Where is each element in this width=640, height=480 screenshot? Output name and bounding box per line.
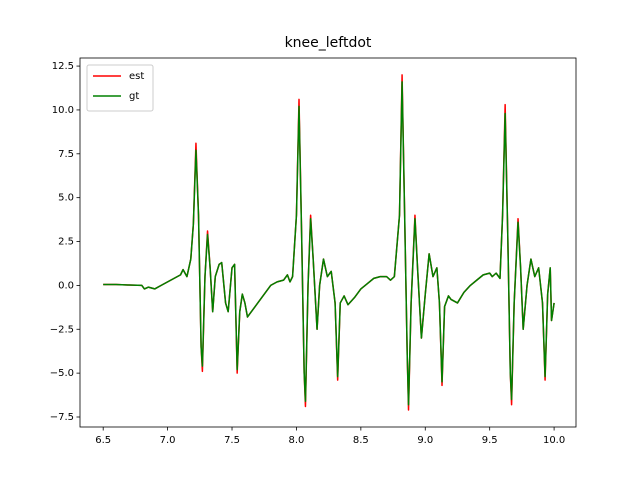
x-tick-label: 7.5 bbox=[224, 435, 240, 446]
y-tick-label: 0.0 bbox=[58, 280, 74, 291]
series-line bbox=[103, 81, 555, 406]
legend-label: gt bbox=[129, 91, 139, 102]
series-line bbox=[103, 74, 555, 411]
y-tick-label: −2.5 bbox=[50, 324, 74, 335]
legend-label: est bbox=[129, 71, 144, 82]
y-tick-label: 2.5 bbox=[58, 237, 74, 248]
y-tick-label: 5.0 bbox=[58, 193, 74, 204]
y-tick-label: 10.0 bbox=[52, 105, 74, 116]
x-tick-label: 6.5 bbox=[95, 435, 111, 446]
chart-title: knee_leftdot bbox=[285, 35, 372, 51]
x-tick-label: 8.5 bbox=[353, 435, 369, 446]
x-tick-label: 10.0 bbox=[543, 435, 565, 446]
axes-frame bbox=[79, 57, 577, 428]
x-tick-label: 9.0 bbox=[417, 435, 433, 446]
y-tick-label: −7.5 bbox=[50, 412, 74, 423]
y-tick-label: 7.5 bbox=[58, 149, 74, 160]
x-tick-label: 7.0 bbox=[160, 435, 176, 446]
x-tick-label: 9.5 bbox=[482, 435, 498, 446]
y-tick-label: −5.0 bbox=[50, 368, 74, 379]
x-tick-label: 8.0 bbox=[288, 435, 304, 446]
y-tick-label: 12.5 bbox=[52, 61, 74, 72]
